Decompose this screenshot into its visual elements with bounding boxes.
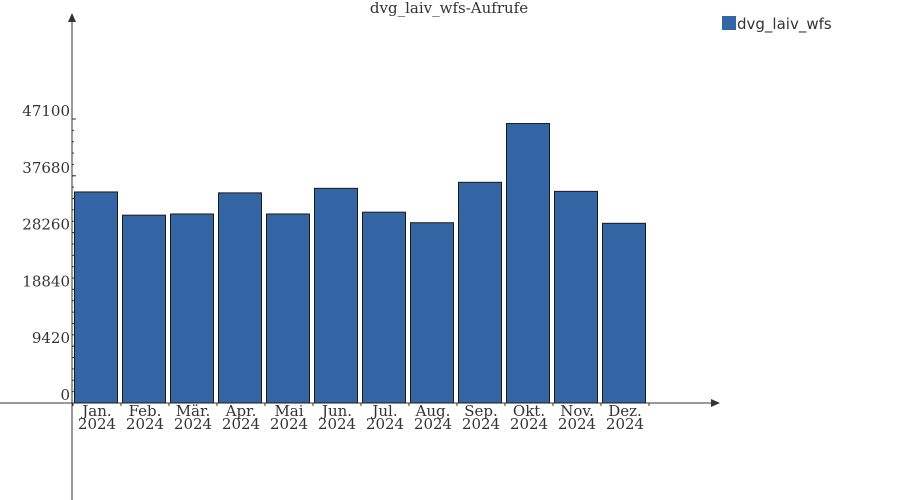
y-axis-arrow <box>68 13 76 22</box>
x-tick-label: Mär. 2024 <box>174 402 212 433</box>
x-tick-label: Aug. 2024 <box>414 402 452 433</box>
y-tick-label: 28260 <box>22 216 70 234</box>
bar <box>218 192 262 404</box>
bar <box>458 181 502 404</box>
x-tick-label: Mai 2024 <box>270 402 308 433</box>
bar <box>410 222 454 404</box>
x-labels: Jan. 2024 Feb. 2024 Mär. 2024 Apr. 2024 Mai 2024 J… <box>72 402 650 433</box>
bar <box>122 214 166 404</box>
y-tick-label: 47100 <box>22 102 70 120</box>
y-tick-label: 37680 <box>22 159 70 177</box>
legend-swatch <box>722 16 736 30</box>
bars <box>74 123 646 404</box>
bar <box>314 187 358 404</box>
legend-label: dvg_laiv_wfs <box>737 15 832 34</box>
x-tick-label: Okt. 2024 <box>510 402 548 433</box>
x-tick-label: Feb. 2024 <box>126 402 164 433</box>
x-tick-label: Dez. 2024 <box>606 402 644 433</box>
x-tick-label: Jan. 2024 <box>78 402 116 433</box>
x-tick-label: Nov. 2024 <box>558 402 596 433</box>
bar <box>554 190 598 404</box>
y-ticks: 0 9420 18840 28260 37680 47100 <box>22 102 76 404</box>
y-tick-label: 0 <box>60 386 70 404</box>
bar <box>266 213 310 404</box>
y-tick-label: 9420 <box>32 329 70 347</box>
bar <box>362 211 406 404</box>
bar <box>74 191 118 404</box>
x-tick-label: Apr. 2024 <box>222 402 260 433</box>
bar <box>602 222 646 404</box>
x-tick-label: Jul. 2024 <box>366 402 404 433</box>
bar <box>170 213 214 404</box>
x-tick-label: Sep. 2024 <box>462 402 500 433</box>
x-axis-arrow <box>711 399 720 407</box>
legend: dvg_laiv_wfs <box>722 15 832 34</box>
bar <box>506 123 550 404</box>
chart-title: dvg_laiv_wfs-Aufrufe <box>370 0 528 17</box>
y-tick-label: 18840 <box>22 272 70 290</box>
x-tick-label: Jun. 2024 <box>318 402 356 433</box>
